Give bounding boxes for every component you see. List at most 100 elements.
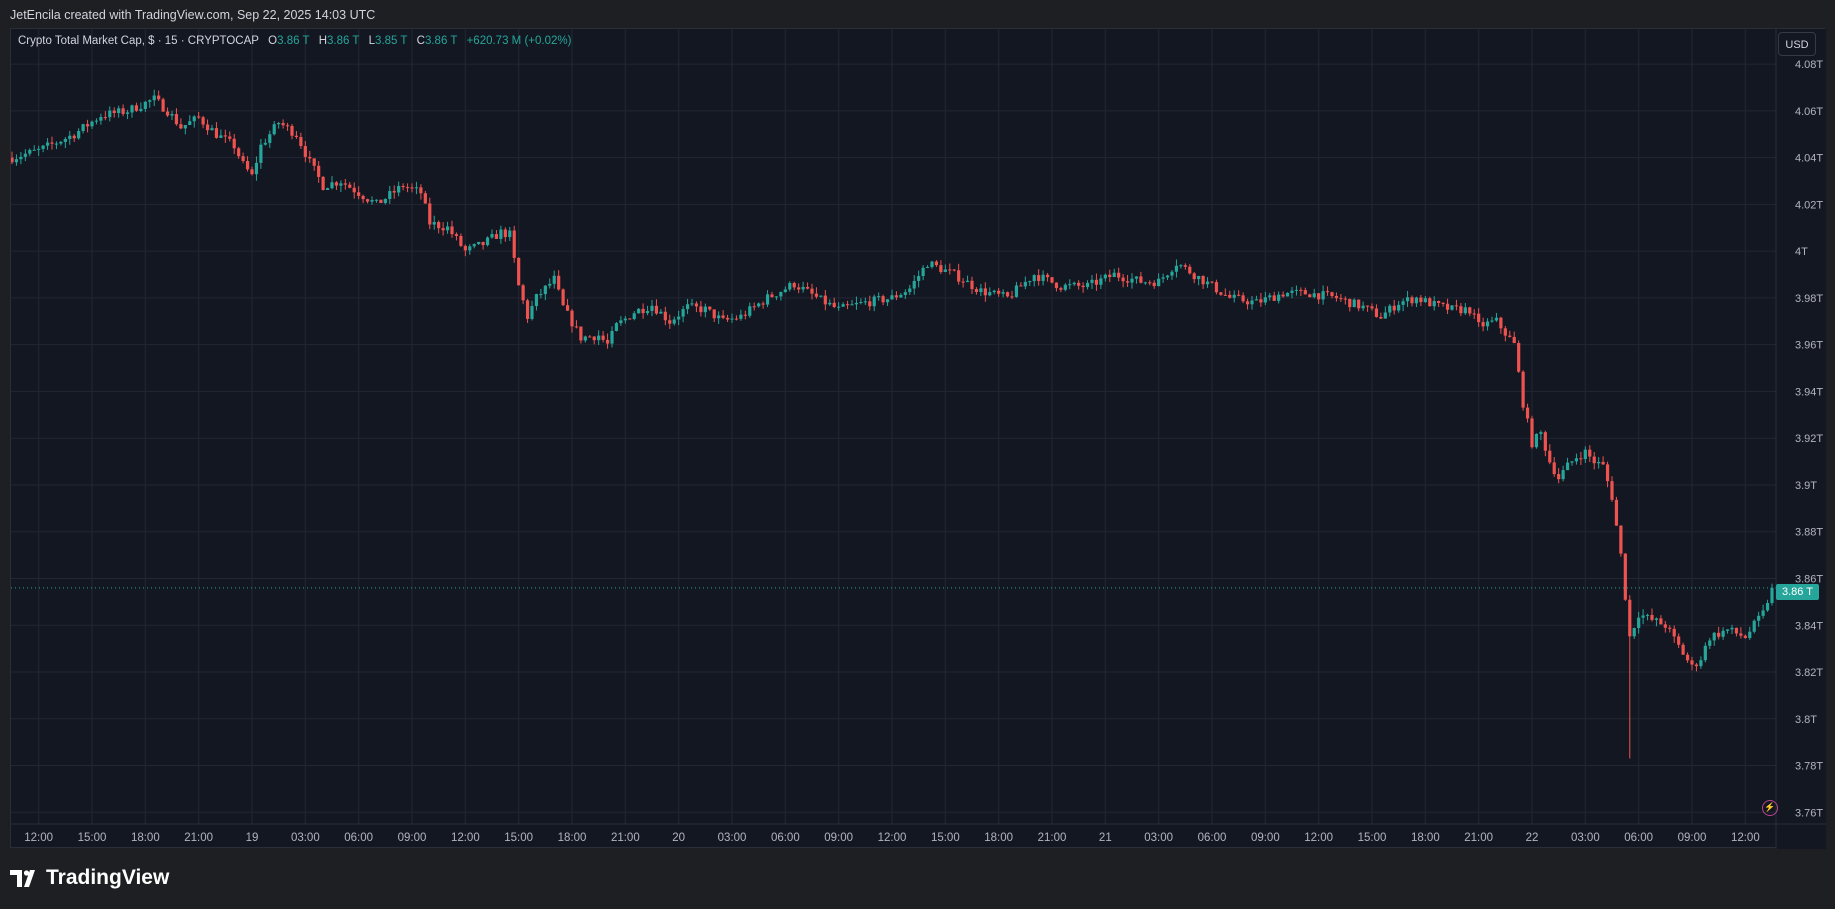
candle-body: [899, 294, 903, 298]
candle-body: [1579, 458, 1583, 460]
candle-body: [170, 114, 174, 116]
x-tick-label: 15:00: [504, 832, 533, 844]
candle-body: [521, 285, 525, 301]
candle-body: [1512, 336, 1516, 344]
candle-body: [1432, 301, 1436, 307]
candle-body: [543, 285, 547, 295]
candle-body: [1308, 294, 1312, 298]
candle-body: [1623, 553, 1627, 600]
x-tick-label: 06:00: [771, 832, 800, 844]
candle-body: [1543, 432, 1547, 451]
chart-legend: Crypto Total Market Cap, $ · 15 · CRYPTO…: [18, 35, 571, 47]
y-tick-label: 3.9T: [1795, 480, 1817, 492]
candle-body: [445, 226, 450, 231]
alert-icon[interactable]: ⚡: [1762, 800, 1778, 816]
candle-body: [312, 158, 316, 166]
candle-body: [459, 235, 463, 246]
candle-body: [77, 131, 81, 139]
candle-body: [605, 339, 610, 344]
candle-body: [317, 165, 321, 177]
candle-body: [357, 192, 361, 196]
candle-body: [565, 305, 570, 311]
candle-body: [117, 108, 121, 114]
candle-body: [1192, 273, 1196, 280]
candle-body: [517, 257, 521, 286]
candle-body: [610, 330, 614, 344]
candle-body: [1068, 284, 1072, 286]
candle-body: [1694, 664, 1699, 667]
candle-body: [1139, 276, 1143, 283]
candle-body: [885, 299, 890, 303]
tradingview-logo-icon: [10, 869, 35, 887]
candle-body: [797, 287, 801, 290]
candle-body: [614, 323, 619, 331]
candle-body: [654, 305, 659, 314]
candle-body: [441, 228, 445, 231]
candle-body: [1077, 282, 1081, 286]
x-tick-label: 12:00: [1304, 832, 1333, 844]
candle-body: [352, 187, 356, 193]
legend-close-value: 3.86 T: [424, 35, 458, 47]
candle-body: [1614, 499, 1619, 526]
candle-body: [1534, 433, 1539, 448]
candle-body: [468, 246, 472, 251]
candle-body: [250, 169, 254, 175]
candlestick-chart[interactable]: 4.08T 4.06T 4.04T 4.02T 4T 3.98T 3.96T 3.94T 3.9…: [11, 29, 1826, 849]
candle-body: [325, 188, 330, 190]
candle-body: [1112, 272, 1116, 278]
candle-body: [383, 198, 387, 203]
candle-body: [1321, 291, 1325, 300]
candle-body: [259, 144, 263, 163]
candle-body: [392, 191, 396, 193]
candle-body: [1121, 277, 1125, 282]
candle-body: [68, 135, 72, 139]
candle-body: [592, 336, 596, 341]
candle-body: [703, 306, 707, 313]
x-tick-label: 19: [246, 832, 259, 844]
candle-body: [1663, 624, 1667, 628]
candle-body: [1441, 302, 1445, 304]
candle-body: [619, 320, 623, 324]
candle-body: [1757, 615, 1761, 621]
candle-body: [837, 306, 841, 308]
currency-button[interactable]: USD: [1778, 32, 1816, 56]
candle-body: [161, 99, 165, 112]
candle-body: [1637, 617, 1641, 629]
candle-body: [59, 141, 63, 144]
y-tick-label: 3.84T: [1795, 620, 1823, 632]
candle-body: [108, 110, 112, 118]
candle-body: [1570, 461, 1574, 463]
candle-body: [397, 185, 401, 193]
y-tick-label: 3.76T: [1795, 807, 1823, 819]
candle-body: [1268, 295, 1272, 298]
candle-body: [1254, 299, 1259, 301]
candle-body: [1183, 265, 1187, 267]
candle-body: [374, 199, 379, 201]
candle-body: [1481, 322, 1485, 327]
candle-body: [1445, 303, 1450, 310]
candle-body: [1125, 281, 1130, 283]
legend-low-value: 3.85 T: [375, 35, 408, 47]
candle-body: [1241, 295, 1245, 302]
candle-body: [761, 303, 765, 305]
candle-body: [1610, 481, 1614, 500]
candle-body: [748, 306, 752, 316]
x-tick-label: 15:00: [78, 832, 107, 844]
candle-body: [321, 176, 325, 190]
candle-body: [1299, 289, 1303, 291]
candle-body: [290, 125, 294, 136]
candle-body: [1654, 618, 1659, 620]
candle-body: [734, 318, 739, 320]
x-tick-label: 21:00: [1464, 832, 1493, 844]
legend-symbol[interactable]: Crypto Total Market Cap, $ · 15 · CRYPTO…: [18, 35, 259, 47]
candle-body: [1468, 307, 1472, 314]
candle-body: [708, 306, 712, 310]
candle-body: [11, 157, 14, 163]
candle-body: [1721, 630, 1725, 637]
chart-frame[interactable]: 4.08T 4.06T 4.04T 4.02T 4T 3.98T 3.96T 3.94T 3.9…: [10, 28, 1826, 849]
tradingview-logo[interactable]: TradingView: [10, 866, 169, 890]
candle-body: [877, 296, 881, 298]
candle-body: [1383, 312, 1387, 319]
candle-body: [1161, 277, 1165, 279]
candle-body: [334, 182, 339, 186]
